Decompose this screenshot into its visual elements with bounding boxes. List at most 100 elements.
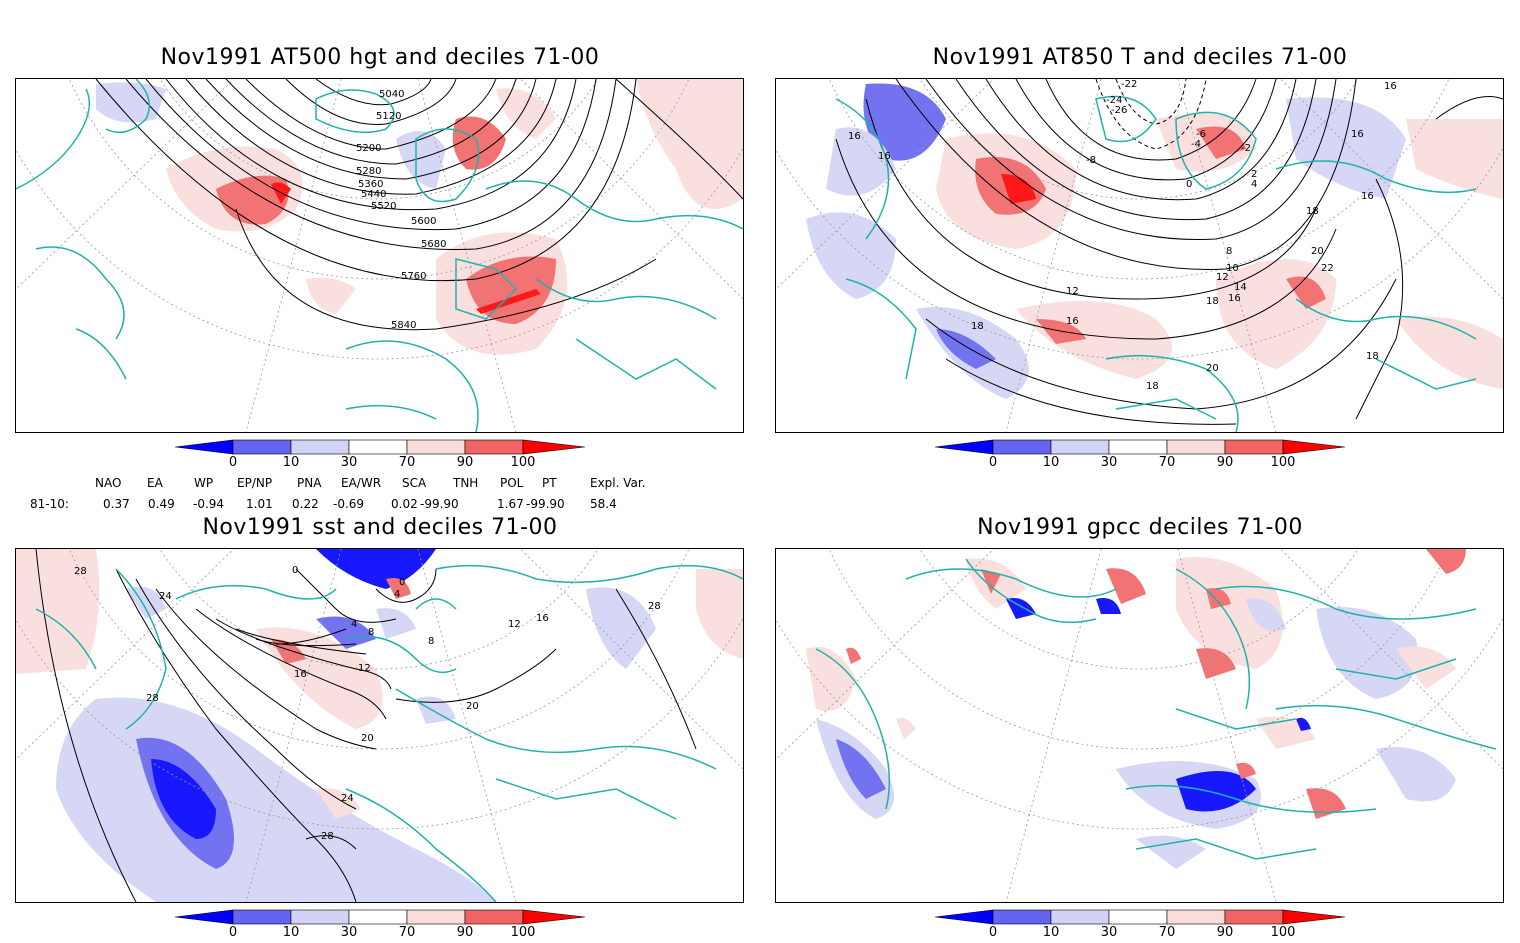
contour-label: 5120 xyxy=(376,111,401,122)
colorbar-tick-label: 30 xyxy=(340,925,358,940)
colorbar-tick-label: 10 xyxy=(1042,925,1060,940)
contour-label: 16 xyxy=(1384,81,1397,92)
contour-label: -22 xyxy=(1121,79,1137,90)
index-header: NAO xyxy=(95,476,122,490)
contour-label: 14 xyxy=(1234,282,1247,293)
index-value: -0.69 xyxy=(333,497,365,511)
colorbar-segment xyxy=(992,909,1052,925)
colorbar-tick-label: 100 xyxy=(510,925,536,940)
contour-label: 4 xyxy=(1251,179,1257,190)
colorbar-segment xyxy=(175,909,234,925)
panel-title-hgt: Nov1991 AT500 hgt and deciles 71-00 xyxy=(160,45,600,70)
contour-label: 5360 xyxy=(358,179,383,190)
index-header: PNA xyxy=(297,476,322,490)
colorbar-strip xyxy=(935,439,1345,455)
contour-label: 16 xyxy=(536,613,549,624)
contour-label: 16 xyxy=(1066,316,1079,327)
index-header: PT xyxy=(542,476,557,490)
contour-label: 5200 xyxy=(356,143,381,154)
colorbar-tick-label: 30 xyxy=(1100,455,1118,470)
index-header: WP xyxy=(194,476,214,490)
colorbar-tick-label: 10 xyxy=(1042,455,1060,470)
colorbar-segment xyxy=(464,439,524,455)
contour-label: 12 xyxy=(508,619,521,630)
contour-label: 18 xyxy=(1366,351,1379,362)
colorbar-segment xyxy=(1166,439,1226,455)
colorbar-tick-label: 90 xyxy=(456,455,474,470)
index-header: Expl. Var. xyxy=(590,476,646,490)
colorbar-tick-label: 10 xyxy=(282,455,300,470)
panel-title-gpcc: Nov1991 gpcc deciles 71-00 xyxy=(977,515,1303,540)
colorbar-strip xyxy=(935,909,1345,925)
contour-label: 24 xyxy=(341,793,354,804)
index-header-row: NAO EA WP EP/NP PNA EA/WR SCA TNH POL PT… xyxy=(0,476,760,492)
contour-label: 5280 xyxy=(356,166,381,177)
colorbar-t850: 0 10 30 70 90 100 xyxy=(935,439,1345,473)
contour-label: 28 xyxy=(321,831,334,842)
map-panel-sst: 28 24 28 0 0 4 4 8 12 16 20 20 24 28 28 … xyxy=(15,548,744,903)
index-header: EP/NP xyxy=(237,476,273,490)
colorbar-segment xyxy=(290,909,350,925)
contour-label: 24 xyxy=(159,591,172,602)
contour-label: 22 xyxy=(1321,263,1334,274)
colorbar-tick-label: 90 xyxy=(1216,925,1234,940)
colorbar-segment xyxy=(992,439,1052,455)
colorbar-tick-label: 0 xyxy=(228,925,238,940)
contour-label: 5840 xyxy=(391,320,416,331)
colorbar-segment xyxy=(1282,439,1345,455)
contour-label: 18 xyxy=(1306,206,1319,217)
index-value: 1.67 xyxy=(497,497,524,511)
contour-label: 18 xyxy=(971,321,984,332)
colorbar-segment xyxy=(348,909,408,925)
map-panel-hgt: 5040 5120 5200 5280 5360 5440 5520 5600 … xyxy=(15,78,744,433)
contour-label: 10 xyxy=(1226,263,1239,274)
colorbar-hgt: 0 10 30 70 90 100 xyxy=(175,439,585,473)
colorbar-segment xyxy=(406,439,466,455)
index-value: 0.02 xyxy=(391,497,418,511)
contour-label: 20 xyxy=(1311,246,1324,257)
colorbar-segment xyxy=(406,909,466,925)
colorbar-segment xyxy=(290,439,350,455)
index-value: -99.90 xyxy=(526,497,565,511)
colorbar-tick-label: 0 xyxy=(988,455,998,470)
panel-title-sst: Nov1991 sst and deciles 71-00 xyxy=(202,515,558,540)
colorbar-tick-label: 0 xyxy=(988,925,998,940)
contour-label: 16 xyxy=(294,669,307,680)
colorbar-segment xyxy=(1108,439,1168,455)
contour-label: 20 xyxy=(466,701,479,712)
contour-label: 4 xyxy=(351,619,357,630)
index-value: -99.90 xyxy=(420,497,459,511)
colorbar-tick-label: 70 xyxy=(398,455,416,470)
contour-label: 5520 xyxy=(371,201,396,212)
index-value: 0.22 xyxy=(292,497,319,511)
map-panel-gpcc xyxy=(775,548,1504,903)
index-header: EA/WR xyxy=(341,476,382,490)
contour-label: 16 xyxy=(848,131,861,142)
colorbar-sst: 0 10 30 70 90 100 xyxy=(175,909,585,943)
index-value-row: 81-10: 0.37 0.49 -0.94 1.01 0.22 -0.69 0… xyxy=(0,497,760,513)
colorbar-tick-label: 100 xyxy=(510,455,536,470)
contour-label: 28 xyxy=(146,693,159,704)
contour-label: 28 xyxy=(74,566,87,577)
index-value: 1.01 xyxy=(246,497,273,511)
contour-label: 20 xyxy=(361,733,374,744)
colorbar-segment xyxy=(522,439,585,455)
colorbar-segment xyxy=(522,909,585,925)
contour-label: 16 xyxy=(878,151,891,162)
colorbar-segment xyxy=(935,909,994,925)
index-value: 0.49 xyxy=(148,497,175,511)
colorbar-strip xyxy=(175,909,585,925)
colorbar-segment xyxy=(175,439,234,455)
colorbar-tick-label: 100 xyxy=(1270,925,1296,940)
colorbar-segment xyxy=(1224,439,1284,455)
index-row-label: 81-10: xyxy=(30,497,69,511)
contour-label: 5680 xyxy=(421,239,446,250)
contour-label: 18 xyxy=(1206,296,1219,307)
index-header: EA xyxy=(147,476,163,490)
colorbar-segment xyxy=(232,439,292,455)
colorbar-strip xyxy=(175,439,585,455)
colorbar-tick-label: 0 xyxy=(228,455,238,470)
contour-label: 5760 xyxy=(401,271,426,282)
contour-label: -24 xyxy=(1106,95,1122,106)
contour-label: -2 xyxy=(1241,143,1251,154)
